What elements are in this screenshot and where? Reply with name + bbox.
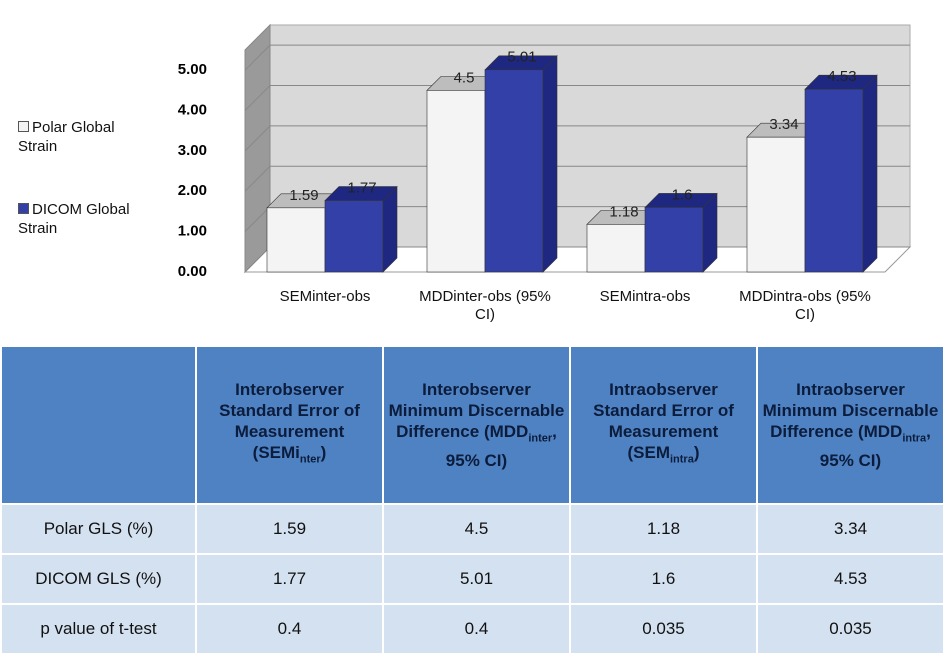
header-text: Intraobserver Standard Error of Measurem… <box>593 380 734 463</box>
bar <box>804 88 864 273</box>
x-tick-label: MDDinter-obs (95% CI) <box>419 288 551 323</box>
data-label: 3.34 <box>769 116 798 133</box>
bar <box>644 207 704 273</box>
grid-line <box>244 125 910 152</box>
data-label: 1.59 <box>289 187 318 204</box>
row-label: DICOM GLS (%) <box>0 553 197 605</box>
legend-label: Polar Global Strain <box>18 119 115 155</box>
value-cell: 0.4 <box>195 603 384 655</box>
value-cell: 4.5 <box>382 503 571 555</box>
data-label: 1.18 <box>609 203 638 220</box>
y-tick-label: 0.00 <box>178 263 207 280</box>
value-cell: 3.34 <box>756 503 945 555</box>
header-cell: Interobserver Standard Error of Measurem… <box>195 345 384 505</box>
table-row: DICOM GLS (%) 1.77 5.01 1.6 4.53 <box>0 553 945 605</box>
header-row: Interobserver Standard Error of Measurem… <box>0 345 945 505</box>
grid-line <box>244 85 910 111</box>
value-cell: 0.035 <box>569 603 758 655</box>
x-tick-label: SEMinter-obs <box>279 288 371 305</box>
corner-cell <box>0 345 197 505</box>
bar <box>426 90 486 273</box>
header-tail: ) <box>693 443 700 463</box>
y-tick-label: 3.00 <box>178 142 207 159</box>
value-cell: 5.01 <box>382 553 571 605</box>
header-subscript: nter <box>299 453 321 466</box>
value-cell: 1.18 <box>569 503 758 555</box>
x-tick-label: SEMintra-obs <box>599 288 691 305</box>
value-cell: 1.6 <box>569 553 758 605</box>
row-label: p value of t-test <box>0 603 197 655</box>
bar-side <box>862 74 878 273</box>
header-cell: Intraobserver Standard Error of Measurem… <box>569 345 758 505</box>
y-tick-label: 1.00 <box>178 223 207 240</box>
bar-side <box>382 185 398 273</box>
side-wall <box>244 23 271 274</box>
bar <box>484 69 544 273</box>
x-tick-label: MDDintra-obs (95% CI) <box>739 288 871 323</box>
bar <box>586 224 646 273</box>
value-cell: 0.035 <box>756 603 945 655</box>
header-text: Interobserver Minimum Discernable Differ… <box>388 380 565 442</box>
data-label: 4.5 <box>454 69 475 86</box>
grid-line <box>244 165 910 192</box>
table-row: p value of t-test 0.4 0.4 0.035 0.035 <box>0 603 945 655</box>
data-label: 1.77 <box>347 180 376 197</box>
value-cell: 0.4 <box>382 603 571 655</box>
legend-swatch <box>18 203 29 214</box>
data-label: 5.01 <box>507 49 536 66</box>
value-cell: 4.53 <box>756 553 945 605</box>
bar-side <box>542 55 558 273</box>
y-tick-label: 5.00 <box>178 61 207 78</box>
y-tick-label: 4.00 <box>178 102 207 119</box>
data-label: 1.6 <box>672 186 693 203</box>
value-cell: 1.59 <box>195 503 384 555</box>
legend-label: DICOM Global Strain <box>18 201 130 237</box>
bar <box>746 136 806 273</box>
data-table: Interobserver Standard Error of Measurem… <box>0 345 945 655</box>
legend-swatch <box>18 121 29 132</box>
legend-item: DICOM Global Strain <box>18 200 153 238</box>
header-text: Intraobserver Minimum Discernable Differ… <box>762 380 939 442</box>
table-row: Polar GLS (%) 1.59 4.5 1.18 3.34 <box>0 503 945 555</box>
legend-item: Polar Global Strain <box>18 118 153 156</box>
header-cell: Interobserver Minimum Discernable Differ… <box>382 345 571 505</box>
grid-line <box>244 44 910 71</box>
header-text: Interobserver Standard Error of Measurem… <box>219 380 360 463</box>
bar <box>324 200 384 273</box>
header-tail: ) <box>320 443 327 463</box>
y-tick-label: 2.00 <box>178 182 207 199</box>
chart: 0.00 1.00 2.00 3.00 4.00 5.00 1.59 1.77 4.5 5.01 1… <box>178 23 912 280</box>
row-label: Polar GLS (%) <box>0 503 197 555</box>
header-subscript: inter <box>528 432 553 445</box>
data-label: 4.53 <box>827 68 856 85</box>
header-tail: , 95% CI) <box>445 422 557 470</box>
header-subscript: intra <box>902 432 927 445</box>
bar <box>266 207 326 273</box>
header-tail: , 95% CI) <box>819 422 931 470</box>
value-cell: 1.77 <box>195 553 384 605</box>
header-cell: Intraobserver Minimum Discernable Differ… <box>756 345 945 505</box>
header-subscript: intra <box>669 453 694 466</box>
